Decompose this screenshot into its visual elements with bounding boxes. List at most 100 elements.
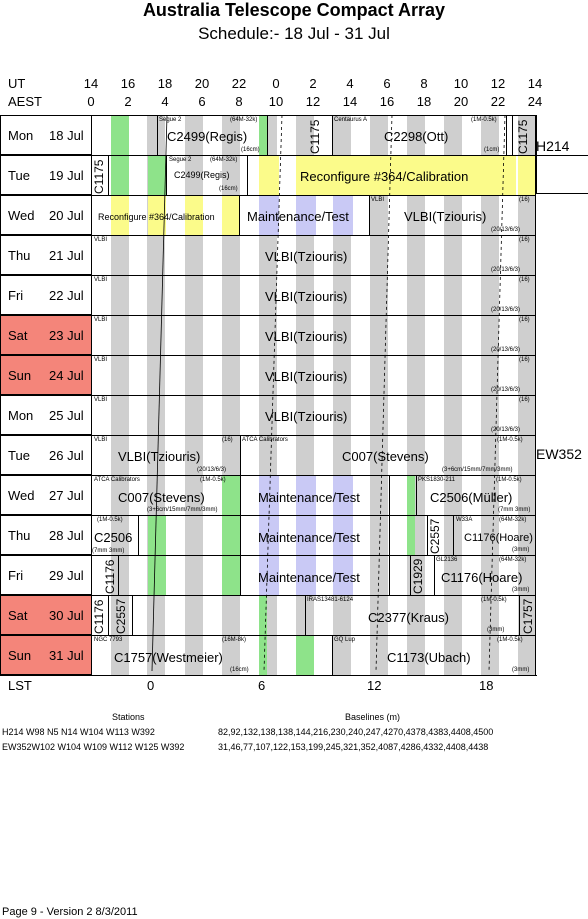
day-name: Tue bbox=[8, 448, 30, 463]
receiver: (1cm) bbox=[484, 147, 500, 153]
aest-label: AEST bbox=[8, 94, 42, 109]
block-divider bbox=[247, 156, 248, 195]
bandwidth: (16) bbox=[519, 317, 530, 323]
stripe-gray bbox=[444, 356, 462, 395]
stripe-green bbox=[148, 556, 166, 595]
stripe-gray bbox=[444, 636, 462, 675]
block-divider bbox=[416, 476, 417, 515]
stripe-gray bbox=[370, 476, 388, 515]
block-divider bbox=[118, 556, 119, 595]
block-divider bbox=[166, 156, 167, 195]
source-name: VLBI bbox=[94, 357, 108, 363]
stripe-gray bbox=[518, 636, 535, 675]
day-date: 31 Jul bbox=[49, 648, 84, 663]
stripe-gray bbox=[333, 596, 351, 635]
day-schedule-row: C1175 Segue 2 (64M-32k) C2499(Regis) (16cm) R… bbox=[92, 155, 536, 195]
source-name: GL2136 bbox=[436, 557, 458, 563]
block-divider bbox=[369, 196, 370, 235]
day-date: 27 Jul bbox=[49, 488, 84, 503]
config-h214: H214 bbox=[536, 138, 570, 154]
source-name: Centaurus A bbox=[334, 117, 368, 123]
bandwidth: (64M-32k) bbox=[499, 557, 527, 563]
stripe-gray bbox=[518, 436, 535, 475]
receiver: (20/13/6/3) bbox=[491, 427, 521, 433]
maintenance-block: Maintenance/Test bbox=[258, 490, 360, 505]
receiver: (20/13/6/3) bbox=[491, 227, 521, 233]
stripe-gray bbox=[185, 596, 203, 635]
stripe-gray bbox=[147, 356, 165, 395]
stripe-gray bbox=[333, 436, 351, 475]
stripe-gray bbox=[185, 636, 203, 675]
stripe-gray bbox=[222, 396, 240, 435]
day-schedule-row: VLBI (16) VLBI(Tziouris) (20/13/6/3) bbox=[92, 315, 536, 355]
source-name: VLBI bbox=[94, 237, 108, 243]
stripe-green bbox=[111, 116, 129, 155]
ew352-stations: EW352W102 W104 W109 W112 W125 W392 bbox=[2, 742, 185, 752]
day-date: 29 Jul bbox=[49, 568, 84, 583]
day-row-label: Wed 27 Jul bbox=[0, 475, 92, 515]
stripe-gray bbox=[222, 596, 240, 635]
block-divider bbox=[519, 596, 520, 635]
bandwidth: (1M-0.5k) bbox=[481, 597, 507, 603]
project-c2499: C2499(Regis) bbox=[174, 170, 230, 180]
stripe-gray bbox=[222, 236, 240, 275]
day-schedule-row: C1176 C2557 IRAS13481-6124 (1M-0.5k) C2377(K… bbox=[92, 595, 536, 635]
stripe-green bbox=[259, 636, 267, 675]
stripe-lavender bbox=[296, 196, 316, 235]
stations-title: Stations bbox=[112, 712, 145, 722]
stripe-gray bbox=[407, 236, 425, 275]
day-schedule-row: VLBI (16) VLBI(Tziouris) (20/13/6/3) bbox=[92, 235, 536, 275]
day-date: 24 Jul bbox=[49, 368, 84, 383]
day-date: 30 Jul bbox=[49, 608, 84, 623]
day-schedule-row: VLBI (16) VLBI(Tziouris) (20/13/6/3) bbox=[92, 355, 536, 395]
stripe-gray bbox=[518, 516, 535, 555]
day-date: 20 Jul bbox=[49, 208, 84, 223]
stripe-green bbox=[222, 516, 240, 555]
maintenance-block: Maintenance/Test bbox=[247, 209, 349, 224]
stripe-gray bbox=[444, 316, 462, 355]
receiver: (20/13/6/3) bbox=[197, 467, 227, 473]
day-row-label: Tue 19 Jul bbox=[0, 155, 92, 195]
stripe-gray bbox=[444, 556, 462, 595]
receiver: (7mm 3mm) bbox=[498, 507, 531, 513]
stripe-gray bbox=[370, 356, 388, 395]
stripe-yellow bbox=[259, 156, 279, 195]
day-row-label: Sun 24 Jul bbox=[0, 355, 92, 395]
receiver: (7mm 3mm) bbox=[92, 548, 125, 554]
lst-tick-6: 6 bbox=[258, 678, 266, 693]
stripe-gray bbox=[370, 316, 388, 355]
stripe-gray bbox=[111, 636, 129, 675]
baselines-title: Baselines (m) bbox=[345, 712, 401, 722]
day-date: 21 Jul bbox=[49, 248, 84, 263]
stripe-gray bbox=[296, 316, 314, 355]
project-c1175: C1175 bbox=[92, 159, 106, 194]
source-name: VLBI bbox=[94, 397, 108, 403]
project-c1176: C1176 bbox=[103, 559, 117, 594]
receiver: (3mm) bbox=[512, 587, 530, 593]
ut-tick: 14 bbox=[527, 76, 543, 91]
ew352-baselines: 31,46,77,107,122,153,199,245,321,352,408… bbox=[218, 742, 489, 752]
stripe-green bbox=[222, 476, 240, 515]
day-name: Fri bbox=[8, 568, 24, 583]
stripe-gray bbox=[185, 236, 203, 275]
ut-tick: 0 bbox=[272, 76, 280, 91]
lst-tick-12: 12 bbox=[367, 678, 382, 693]
stripe-gray bbox=[518, 396, 535, 435]
stripe-gray bbox=[185, 316, 203, 355]
stripe-gray bbox=[444, 196, 462, 235]
day-name: Sat bbox=[8, 328, 28, 343]
stripe-gray bbox=[185, 516, 203, 555]
stripe-lavender bbox=[333, 516, 353, 555]
reconfigure-block: Reconfigure #364/Calibration bbox=[300, 169, 469, 184]
day-row-label: Sat 23 Jul bbox=[0, 315, 92, 355]
day-row-label: Fri 22 Jul bbox=[0, 275, 92, 315]
schedule-range: Schedule:- 18 Jul - 31 Jul bbox=[198, 24, 390, 43]
stripe-lavender bbox=[333, 196, 353, 235]
aest-tick: 16 bbox=[379, 94, 395, 109]
stripe-gray bbox=[370, 516, 388, 555]
day-name: Sat bbox=[8, 608, 28, 623]
stripe-gray bbox=[518, 556, 535, 595]
aest-tick: 14 bbox=[342, 94, 358, 109]
page-footer: Page 9 - Version 2 8/3/2011 bbox=[2, 906, 138, 918]
day-name: Mon bbox=[8, 128, 34, 143]
